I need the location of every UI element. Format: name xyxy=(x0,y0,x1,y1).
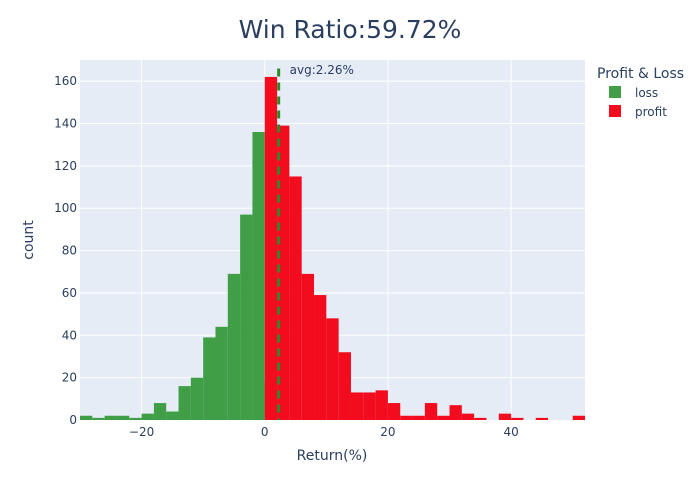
bar-profit[interactable] xyxy=(535,417,549,420)
legend-title: Profit & Loss xyxy=(597,66,684,82)
bar-profit[interactable] xyxy=(338,352,351,420)
bar-loss[interactable] xyxy=(116,415,130,420)
bar-profit[interactable] xyxy=(437,415,450,420)
legend-label-profit: profit xyxy=(635,105,667,119)
y-tick-label: 0 xyxy=(69,413,77,427)
bar-profit[interactable] xyxy=(363,392,376,420)
bar-profit[interactable] xyxy=(350,392,364,420)
average-annotation: avg:2.26% xyxy=(290,63,354,77)
x-axis-ticks: −20 0 20 40 xyxy=(129,425,519,439)
x-tick-label: 40 xyxy=(503,425,518,439)
y-axis-title: count xyxy=(21,220,37,260)
bar-profit[interactable] xyxy=(511,417,524,420)
bar-profit[interactable] xyxy=(474,417,487,420)
x-tick-label: 20 xyxy=(380,425,395,439)
legend-item-profit[interactable]: profit xyxy=(609,105,667,119)
bar-profit[interactable] xyxy=(301,273,315,420)
legend-label-loss: loss xyxy=(635,86,658,100)
x-axis-title: Return(%) xyxy=(297,448,368,464)
bar-loss[interactable] xyxy=(215,326,228,420)
bar-profit[interactable] xyxy=(461,413,475,420)
average-line-group: avg:2.26% xyxy=(277,63,354,420)
bar-loss[interactable] xyxy=(104,415,117,420)
bar-profit[interactable] xyxy=(387,403,401,420)
x-tick-label: −20 xyxy=(129,425,154,439)
bar-loss[interactable] xyxy=(178,386,191,420)
bar-profit[interactable] xyxy=(264,76,278,421)
bar-loss[interactable] xyxy=(240,214,253,420)
bar-profit[interactable] xyxy=(572,415,585,420)
y-tick-label: 80 xyxy=(62,244,77,258)
bar-profit[interactable] xyxy=(412,415,425,420)
y-tick-label: 20 xyxy=(62,371,77,385)
bar-loss[interactable] xyxy=(153,403,167,420)
y-tick-label: 40 xyxy=(62,328,77,342)
bar-profit[interactable] xyxy=(449,405,462,420)
bar-loss[interactable] xyxy=(80,415,93,420)
y-axis-ticks: 0 20 40 60 80 100 120 140 160 xyxy=(54,74,77,427)
bar-loss[interactable] xyxy=(166,411,179,420)
bar-loss[interactable] xyxy=(92,417,105,420)
y-tick-label: 60 xyxy=(62,286,77,300)
bar-profit[interactable] xyxy=(326,318,339,420)
chart-title: Win Ratio:59.72% xyxy=(239,15,462,44)
bar-loss[interactable] xyxy=(203,337,216,420)
bar-loss[interactable] xyxy=(141,413,154,420)
y-tick-label: 120 xyxy=(54,159,77,173)
bar-profit[interactable] xyxy=(314,295,327,420)
bar-loss[interactable] xyxy=(227,273,241,420)
bar-loss[interactable] xyxy=(129,417,142,420)
bar-profit[interactable] xyxy=(498,413,512,420)
legend-swatch-profit xyxy=(609,105,621,117)
legend-swatch-loss xyxy=(609,86,621,98)
legend[interactable]: Profit & Loss loss profit xyxy=(597,66,684,119)
bar-loss[interactable] xyxy=(190,377,204,420)
bar-profit[interactable] xyxy=(400,415,413,420)
bars xyxy=(80,76,585,421)
legend-item-loss[interactable]: loss xyxy=(609,86,658,100)
bar-profit[interactable] xyxy=(289,176,302,420)
y-tick-label: 100 xyxy=(54,201,77,215)
bar-profit[interactable] xyxy=(424,403,438,420)
bar-loss[interactable] xyxy=(252,132,265,420)
y-tick-label: 140 xyxy=(54,117,77,131)
y-tick-label: 160 xyxy=(54,74,77,88)
x-tick-label: 0 xyxy=(261,425,269,439)
bar-profit[interactable] xyxy=(375,390,388,420)
